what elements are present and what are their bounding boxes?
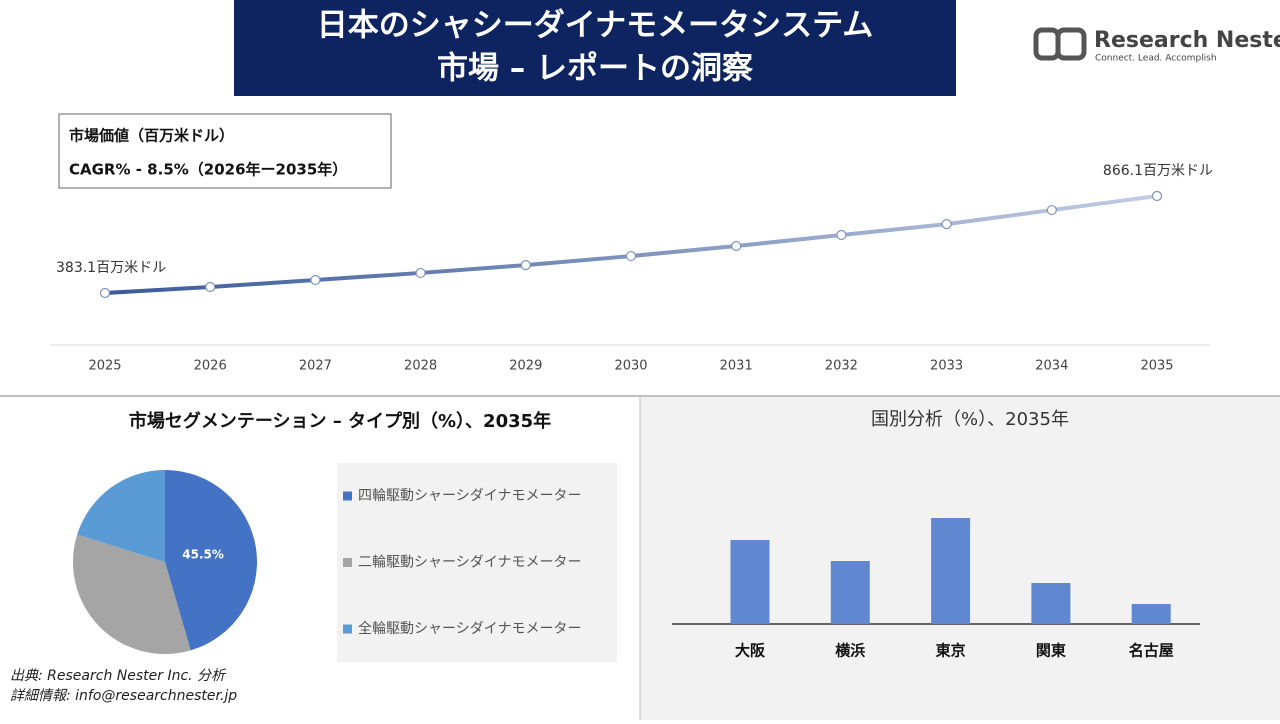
x-tick-label: 2031 — [720, 359, 753, 374]
x-tick-label: 関東 — [1036, 642, 1066, 660]
x-tick-label: 横浜 — [835, 642, 865, 660]
point — [415, 267, 426, 279]
bar — [931, 518, 971, 624]
legend-label: 四輪駆動シャーシダイナモメーター — [358, 487, 581, 504]
chart-title: 市場セグメンテーション – タイプ別（%）、2035年 — [129, 410, 551, 432]
legend-swatch — [343, 491, 352, 501]
point — [1151, 190, 1163, 202]
legend-label: 二輪駆動シャーシダイナモメーター — [358, 554, 581, 571]
x-tick-label: 2034 — [1035, 359, 1068, 374]
bar — [1031, 583, 1071, 624]
data-label: 866.1百万米ドル — [1103, 163, 1213, 179]
footer-contact: 詳細情報: info@researchnester.jp — [10, 688, 237, 704]
logo: Research Nester Connect. Lead. Accomplis… — [1033, 27, 1280, 64]
info-box — [58, 113, 392, 189]
point — [836, 229, 847, 241]
pie-slice — [165, 470, 257, 651]
legend-label: 全輪駆動シャーシダイナモメーター — [358, 620, 581, 637]
logo-tagline: Connect. Lead. Accomplish — [1095, 54, 1217, 64]
x-tick-label: 大阪 — [735, 642, 766, 660]
point — [731, 240, 742, 252]
pie-slice — [72, 534, 191, 654]
annotation: CAGR% - 8.5%（2026年ー2035年） — [69, 161, 347, 179]
data-label: 45.5% — [182, 547, 224, 561]
legend-box — [337, 463, 617, 662]
footer-source: 出典: Research Nester Inc. 分析 — [10, 668, 227, 684]
header-title: 日本のシャシーダイナモメータシステム — [317, 8, 873, 44]
x-tick-label: 2029 — [509, 359, 542, 374]
bar — [730, 540, 770, 624]
x-tick-label: 2025 — [88, 359, 121, 374]
legend-swatch — [343, 558, 352, 567]
chart-title: 国別分析（%）、2035年 — [871, 409, 1069, 430]
x-tick-label: 2028 — [404, 359, 437, 374]
x-tick-label: 2026 — [194, 359, 227, 374]
point — [520, 260, 531, 271]
point — [1046, 204, 1057, 216]
bar — [830, 561, 870, 624]
header-title: 市場 – レポートの洞察 — [437, 51, 754, 87]
bar — [1131, 604, 1171, 624]
x-tick-label: 東京 — [936, 642, 966, 660]
data-label: 383.1百万米ドル — [56, 260, 166, 276]
point — [310, 274, 321, 286]
x-tick-label: 2030 — [614, 359, 647, 374]
point — [625, 250, 637, 262]
x-tick-label: 名古屋 — [1129, 642, 1174, 660]
point — [99, 287, 111, 299]
logo-icon — [1055, 27, 1087, 61]
x-tick-label: 2035 — [1140, 359, 1173, 374]
x-tick-label: 2032 — [825, 359, 858, 374]
point — [205, 281, 216, 293]
annotation: 市場価値（百万米ドル） — [69, 127, 234, 145]
logo-name: Research Nester — [1094, 28, 1280, 53]
legend-swatch — [343, 624, 352, 634]
point — [941, 219, 952, 230]
header-box — [234, 0, 956, 96]
x-tick-label: 2033 — [930, 359, 963, 374]
x-tick-label: 2027 — [299, 359, 332, 374]
pie-slice — [77, 470, 165, 562]
